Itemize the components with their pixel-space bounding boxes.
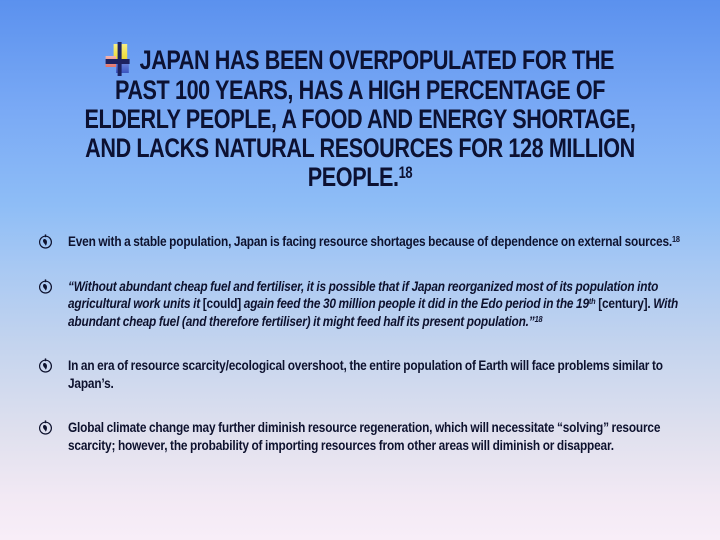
bullet-text: “Without abundant cheap fuel and fertili…: [68, 277, 679, 329]
bullet-text: Even with a stable population, Japan is …: [68, 233, 680, 249]
bullet-text: Global climate change may further dimini…: [68, 419, 661, 453]
slide-title-text: JAPAN HAS BEEN OVERPOPULATED FOR THE PAST…: [20, 42, 700, 192]
cross-icon-horizontal-bar: [105, 59, 130, 64]
list-item: In an era of resource scarcity/ecologica…: [36, 357, 688, 392]
globe-bullet-icon: [38, 234, 53, 249]
slide-title: JAPAN HAS BEEN OVERPOPULATED FOR THE PAST…: [20, 42, 700, 192]
bullet-text: In an era of resource scarcity/ecologica…: [68, 357, 663, 391]
list-item: “Without abundant cheap fuel and fertili…: [36, 278, 688, 331]
bullet-list: Even with a stable population, Japan is …: [36, 233, 688, 481]
list-item: Even with a stable population, Japan is …: [36, 233, 688, 251]
list-item: Global climate change may further dimini…: [36, 419, 688, 454]
colored-cross-icon: [105, 42, 130, 76]
globe-bullet-icon: [38, 358, 53, 373]
globe-bullet-icon: [38, 420, 53, 435]
globe-bullet-icon: [38, 278, 53, 294]
